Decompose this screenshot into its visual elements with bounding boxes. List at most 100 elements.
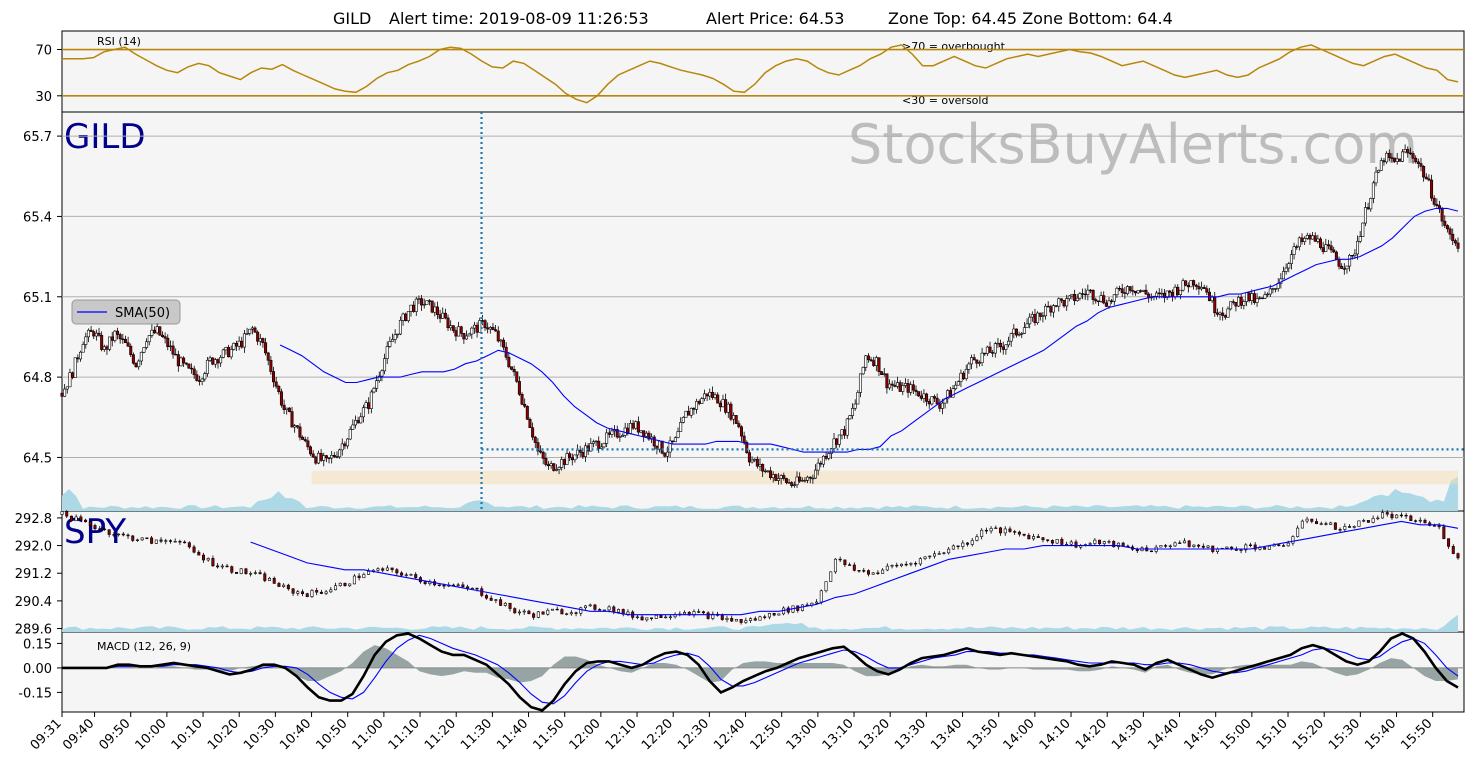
spy-candle	[876, 572, 880, 574]
gild-candle	[552, 463, 556, 471]
y-tick-label: 64.5	[23, 451, 52, 466]
gild-candle	[351, 424, 355, 430]
x-tick-label: 11:00	[350, 716, 387, 753]
gild-candle	[491, 327, 495, 330]
spy-candle	[423, 581, 427, 584]
gild-candle	[1234, 302, 1238, 307]
gild-candle	[227, 347, 231, 358]
gild-candle	[1361, 222, 1365, 237]
gild-candle	[166, 337, 170, 348]
spy-candle	[701, 611, 705, 614]
spy-candle	[758, 616, 762, 621]
gild-candle	[639, 430, 643, 433]
spy-candle	[569, 612, 573, 615]
gild-candle	[816, 462, 820, 471]
gild-candle	[1424, 176, 1428, 180]
gild-candle	[784, 478, 788, 483]
gild-candle	[1025, 323, 1029, 328]
spy-candle	[706, 612, 710, 619]
gild-candle	[621, 435, 625, 437]
header-zone: Zone Top: 64.45 Zone Bottom: 64.4	[888, 9, 1173, 28]
gild-candle	[583, 445, 587, 457]
gild-candle	[1260, 297, 1264, 299]
gild-candle	[190, 367, 194, 370]
gild-candle	[554, 469, 558, 471]
gild-candle	[1030, 314, 1034, 318]
spy-candle	[522, 610, 526, 613]
gild-candle	[380, 370, 384, 377]
gild-candle	[755, 458, 759, 467]
gild-candle	[454, 330, 458, 337]
gild-candle	[1408, 152, 1412, 155]
gild-candle	[679, 422, 683, 432]
spy-candle	[720, 615, 724, 620]
y-tick-label: 70	[35, 44, 52, 59]
x-tick-label: 12:00	[567, 716, 604, 753]
spy-candle	[862, 570, 866, 572]
gild-candle	[1184, 280, 1188, 286]
gild-candle	[507, 356, 511, 368]
gild-candle	[779, 475, 783, 479]
spy-candle	[650, 617, 654, 619]
gild-candle	[761, 464, 765, 472]
gild-candle	[1215, 312, 1219, 315]
spy-candle	[852, 564, 856, 571]
gild-candle	[578, 449, 582, 453]
gild-candle	[1295, 246, 1299, 248]
gild-candle	[272, 371, 276, 383]
gild-candle	[628, 423, 632, 434]
gild-candle	[520, 394, 524, 405]
spy-candle	[1088, 543, 1092, 545]
gild-candle	[1205, 288, 1209, 293]
gild-candle	[1432, 197, 1436, 205]
x-tick-label: 11:30	[458, 716, 495, 753]
gild-candle	[634, 421, 638, 429]
spy-candle	[1428, 522, 1432, 526]
gild-candle	[1303, 238, 1307, 242]
spy-candle	[1366, 520, 1370, 523]
x-tick-label: 15:50	[1398, 716, 1435, 753]
gild-candle	[821, 455, 825, 465]
gild-candle	[1411, 153, 1415, 159]
gild-candle	[954, 384, 958, 390]
spy-candle	[753, 618, 757, 621]
spy-candle	[1046, 539, 1050, 541]
spy-candle	[1409, 515, 1413, 522]
spy-candle	[1371, 518, 1375, 523]
gild-candle	[747, 452, 751, 463]
spy-candle	[395, 569, 399, 574]
spy-candle	[904, 563, 908, 566]
gild-candle	[338, 449, 342, 458]
gild-candle	[1266, 293, 1270, 296]
spy-candle	[1036, 536, 1040, 538]
x-tick-label: 14:00	[1001, 716, 1038, 753]
gild-candle	[1075, 297, 1079, 302]
spy-candle	[914, 562, 918, 565]
spy-candle	[947, 548, 951, 554]
gild-candle	[200, 378, 204, 382]
spy-candle	[1017, 531, 1021, 535]
gild-candle	[237, 340, 241, 347]
gild-candle	[610, 430, 614, 435]
gild-candle	[594, 440, 598, 443]
gild-candle	[441, 312, 445, 319]
gild-candle	[332, 454, 336, 457]
spy-candle	[970, 540, 974, 545]
spy-candle	[517, 611, 521, 614]
gild-candle	[663, 452, 667, 457]
gild-candle	[488, 327, 492, 330]
gild-candle	[1083, 293, 1087, 296]
spy-candle	[159, 539, 163, 542]
spy-candle	[145, 537, 149, 539]
spy-candle	[1032, 536, 1036, 540]
gild-candle	[1091, 290, 1095, 300]
y-tick-label: 65.7	[23, 130, 52, 145]
gild-candle	[195, 374, 199, 381]
gild-candle	[914, 389, 918, 392]
gild-candle	[544, 458, 548, 465]
spy-candle	[640, 616, 644, 621]
gild-candle	[1292, 246, 1296, 255]
gild-candle	[443, 312, 447, 319]
gild-candle	[1213, 296, 1217, 314]
gild-candle	[922, 393, 926, 399]
